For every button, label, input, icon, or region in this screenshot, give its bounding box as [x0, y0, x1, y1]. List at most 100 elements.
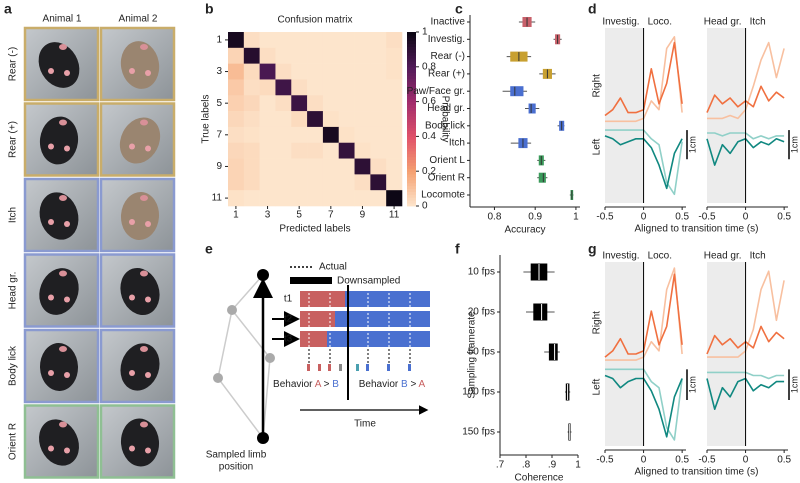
colorbar-step — [407, 168, 416, 172]
subplot-title: Head gr. — [704, 17, 742, 28]
colorbar-step — [407, 43, 416, 47]
colorbar-step — [407, 58, 416, 62]
heatmap-cell — [291, 190, 308, 207]
side-label: Right — [592, 74, 603, 98]
heatmap-cell — [259, 190, 276, 207]
heatmap-cell — [243, 142, 260, 159]
colorbar-step — [407, 182, 416, 187]
heatmap-cell — [322, 95, 340, 112]
y-tick-label: 9 — [216, 161, 222, 172]
colorbar-step — [407, 162, 416, 166]
paw — [145, 221, 151, 227]
heatmap-cell — [354, 47, 371, 64]
colorbar-step — [407, 127, 416, 131]
heatmap-cell — [386, 190, 403, 207]
heatmap-cell — [275, 111, 292, 128]
x-tick-label: 1 — [233, 210, 239, 221]
heatmap-cell — [243, 111, 260, 128]
mouse — [120, 267, 160, 316]
paw — [129, 219, 135, 225]
heatmap-cell — [322, 190, 340, 207]
row-label: Rear (-) — [8, 47, 19, 81]
heatmap-cell — [322, 63, 340, 80]
colorbar-step — [407, 75, 416, 79]
x-tick-label: 0 — [641, 455, 647, 466]
colorbar-step — [407, 188, 416, 192]
box — [548, 343, 558, 361]
y-tick-label: 20 fps — [468, 307, 495, 318]
heatmap-cell — [354, 190, 371, 207]
heatmap-cell — [275, 79, 292, 96]
heatmap-cell — [228, 190, 245, 207]
ear — [59, 195, 67, 201]
heatmap-cell — [275, 32, 292, 49]
heatmap-cell — [243, 126, 260, 144]
y-axis-label: Sampling framerate — [467, 311, 478, 399]
limb-diagram — [213, 269, 275, 444]
y-tick-label: Body lick — [425, 120, 466, 131]
colorbar-step — [407, 52, 416, 56]
heatmap-cell — [259, 32, 276, 49]
heatmap-cell — [386, 142, 403, 159]
ear — [59, 44, 67, 50]
paw — [64, 70, 70, 76]
x-axis-label: Aligned to transition time (s) — [635, 224, 759, 235]
mouse — [39, 343, 79, 391]
subplot-title: Loco. — [648, 251, 672, 262]
row-label: Head gr. — [8, 272, 19, 310]
heatmap-cell — [275, 174, 292, 191]
heatmap-cell — [338, 174, 355, 191]
heatmap-cell — [307, 32, 324, 49]
behavior-part: B — [332, 379, 339, 390]
colorbar-step — [407, 150, 416, 155]
behavior-part: Behavior — [273, 379, 315, 390]
row-label: Orient R — [8, 423, 19, 460]
subplot-title: Investig. — [602, 17, 639, 28]
mouse — [120, 418, 160, 467]
colorbar-step — [407, 72, 416, 76]
panel-letter: b — [205, 1, 214, 17]
colorbar-step — [407, 194, 416, 198]
mouse — [39, 116, 79, 165]
colorbar-tick-label: 1 — [422, 27, 428, 38]
y-tick-label: 10 fps — [468, 267, 495, 278]
colorbar-step — [407, 104, 416, 108]
heatmap-cell — [307, 142, 324, 159]
heatmap-cell — [370, 190, 387, 207]
y-tick-label: Head gr. — [427, 103, 465, 114]
heatmap-cell — [338, 32, 355, 49]
heatmap-cell — [307, 111, 324, 128]
heatmap-cell — [259, 142, 276, 159]
pre-transition-shade — [707, 28, 746, 203]
ear — [140, 119, 148, 126]
paw — [145, 70, 151, 76]
ear — [140, 346, 148, 352]
paw — [64, 447, 70, 454]
paw — [129, 294, 135, 301]
heatmap-cell — [307, 79, 324, 96]
colorbar-step — [407, 61, 416, 65]
y-tick-label: 5 — [216, 98, 222, 109]
heatmap-cell — [275, 63, 292, 80]
ear — [59, 270, 67, 277]
subplot-title: Loco. — [648, 17, 672, 28]
x-axis-label: Coherence — [515, 473, 564, 483]
row-label: t3 — [284, 334, 293, 345]
subplot-title: Investig. — [602, 251, 639, 262]
colorbar-tick-label: 0 — [422, 201, 428, 212]
colorbar-step — [407, 113, 416, 117]
paw — [129, 445, 135, 452]
heatmap-cell — [354, 174, 371, 191]
x-tick-label: .9 — [548, 460, 557, 471]
x-tick-label: 7 — [328, 210, 334, 221]
x-tick-label: 9 — [360, 210, 366, 221]
heatmap-cell — [386, 158, 403, 175]
x-tick-label: 3 — [265, 210, 271, 221]
mouse — [120, 41, 160, 89]
behavior-part: > — [408, 379, 419, 390]
y-tick-label: 50 fps — [468, 347, 495, 358]
box — [528, 103, 536, 114]
behavior-part: B — [401, 379, 408, 390]
box — [510, 86, 524, 97]
colorbar-step — [407, 165, 416, 169]
